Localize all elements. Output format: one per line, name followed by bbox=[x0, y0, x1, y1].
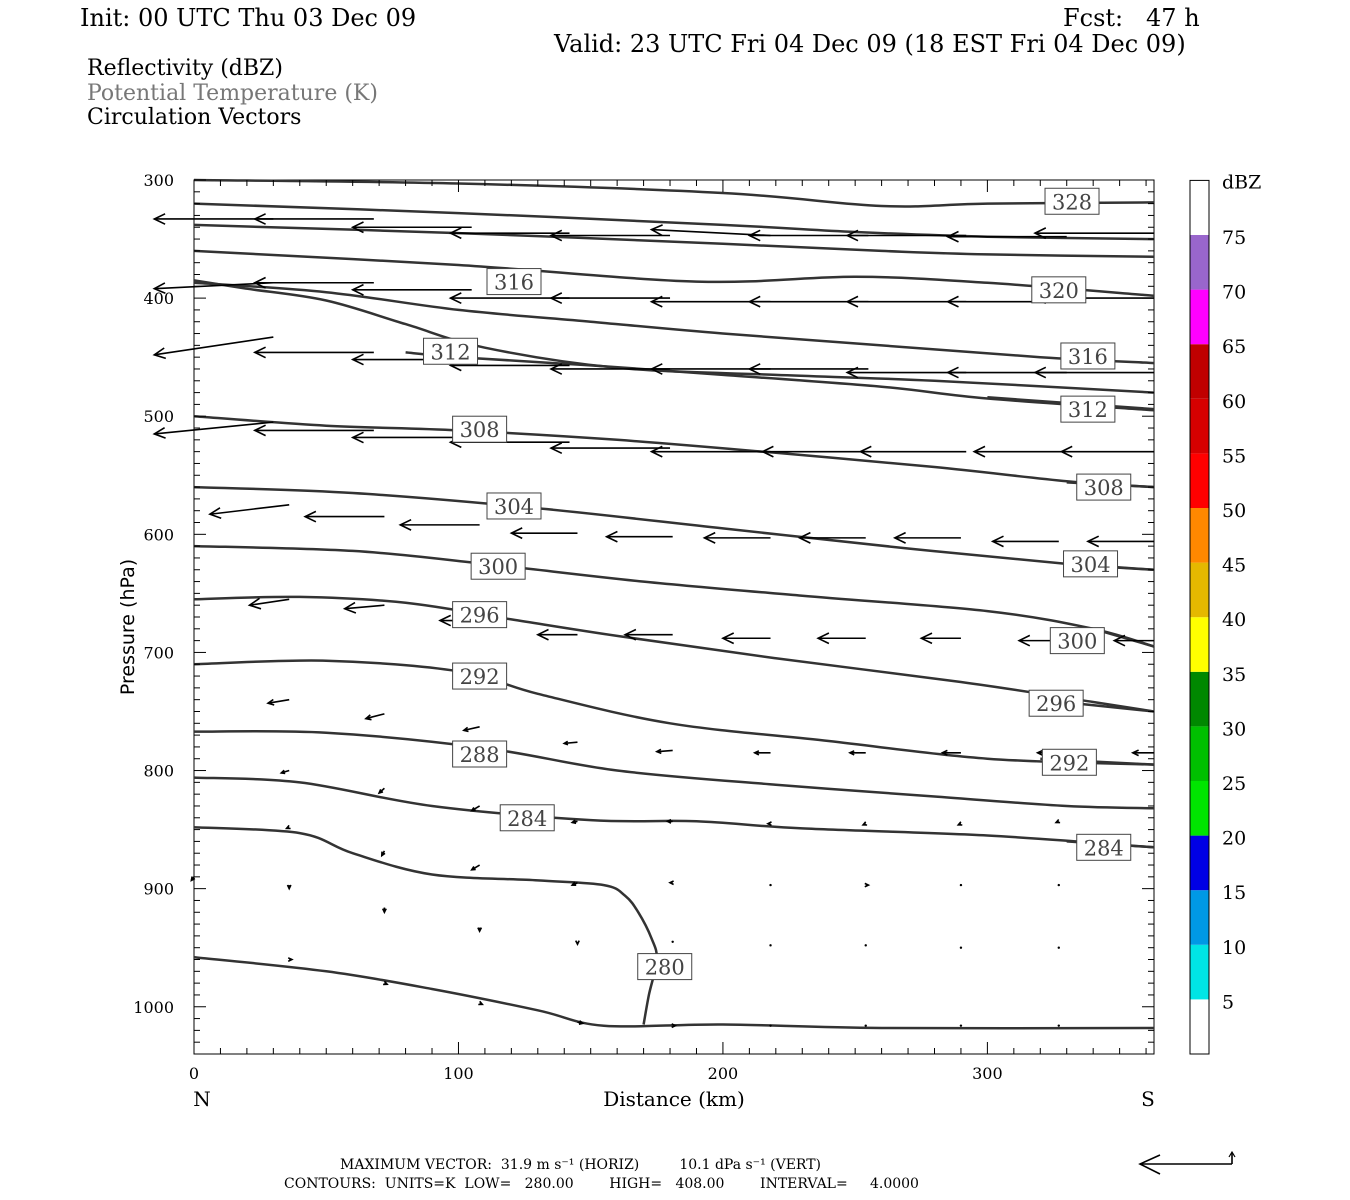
contour-label: 316 bbox=[1068, 345, 1108, 369]
colorbar-level-label: 30 bbox=[1222, 718, 1246, 740]
y-tick-label: 400 bbox=[143, 289, 174, 308]
colorbar-segment bbox=[1190, 781, 1209, 836]
colorbar-level-label: 70 bbox=[1222, 282, 1246, 304]
colorbar-level-label: 5 bbox=[1222, 991, 1234, 1013]
cross-section-chart: 3283203163163123123083083043043003002962… bbox=[0, 0, 1350, 1200]
colorbar-segment bbox=[1190, 290, 1209, 345]
max-vector-note: MAXIMUM VECTOR: 31.9 m s⁻¹ (HORIZ) 10.1 … bbox=[340, 1157, 821, 1173]
contour-label: 292 bbox=[460, 665, 500, 689]
contour-label: 288 bbox=[460, 743, 500, 767]
contour-label: 308 bbox=[460, 418, 500, 442]
y-tick-label: 1000 bbox=[133, 998, 174, 1017]
colorbar-level-label: 75 bbox=[1222, 227, 1246, 249]
vector-dot bbox=[865, 1024, 867, 1026]
x-tick-label: 300 bbox=[972, 1064, 1003, 1083]
colorbar-level-label: 55 bbox=[1222, 445, 1246, 467]
dbz-colorbar: 5 10 15 20 25 30 35 40 45 50 55 60 65 70 75 dBZ bbox=[1190, 171, 1261, 1054]
colorbar-segment bbox=[1190, 945, 1209, 1000]
contour-label: 328 bbox=[1052, 190, 1092, 214]
contour-label: 308 bbox=[1084, 476, 1124, 500]
colorbar-segment bbox=[1190, 672, 1209, 727]
colorbar-level-label: 40 bbox=[1222, 609, 1246, 631]
x-tick-label: 0 bbox=[189, 1064, 199, 1083]
y-tick-label: 800 bbox=[143, 762, 174, 781]
colorbar-segment bbox=[1190, 890, 1209, 945]
vector-dot bbox=[960, 947, 962, 949]
contour-label: 296 bbox=[460, 604, 500, 628]
contours-note: CONTOURS: UNITS=K LOW= 280.00 HIGH= 408.… bbox=[284, 1176, 919, 1192]
y-tick-label: 500 bbox=[143, 407, 174, 426]
x-tick-label: 200 bbox=[708, 1064, 739, 1083]
colorbar-title: dBZ bbox=[1222, 171, 1261, 193]
contour-label: 312 bbox=[1068, 398, 1108, 422]
vector-dot bbox=[1058, 884, 1060, 886]
colorbar-segment bbox=[1190, 344, 1209, 399]
contour-label: 304 bbox=[494, 495, 534, 519]
contour-label: 304 bbox=[1070, 553, 1110, 577]
contour-label: 320 bbox=[1039, 279, 1079, 303]
colorbar-level-label: 65 bbox=[1222, 336, 1246, 358]
colorbar-level-label: 20 bbox=[1222, 828, 1246, 850]
contour-label: 316 bbox=[494, 271, 534, 295]
colorbar-segment bbox=[1190, 999, 1209, 1054]
vector-dot bbox=[960, 884, 962, 886]
vector-dot bbox=[865, 944, 867, 946]
contour-label: 280 bbox=[645, 956, 685, 980]
colorbar-level-label: 50 bbox=[1222, 500, 1246, 522]
colorbar-segment bbox=[1190, 399, 1209, 454]
vector-dot bbox=[769, 1024, 771, 1026]
colorbar-segment bbox=[1190, 180, 1209, 235]
vector-dot bbox=[769, 884, 771, 886]
plot-frame bbox=[194, 180, 1154, 1054]
colorbar-level-label: 15 bbox=[1222, 882, 1246, 904]
contour-label: 300 bbox=[1057, 630, 1097, 654]
y-axis-label: Pressure (hPa) bbox=[117, 559, 139, 695]
reference-vector bbox=[1140, 1152, 1235, 1174]
plot-area bbox=[194, 180, 1154, 1054]
contour-label: 296 bbox=[1036, 692, 1076, 716]
colorbar-segment bbox=[1190, 726, 1209, 781]
colorbar-level-label: 45 bbox=[1222, 555, 1246, 577]
colorbar-level-label: 60 bbox=[1222, 391, 1246, 413]
contour-label: 300 bbox=[478, 555, 518, 579]
contour-label: 284 bbox=[507, 807, 547, 831]
vector-dot bbox=[671, 941, 673, 943]
colorbar-segment bbox=[1190, 617, 1209, 672]
colorbar-segment bbox=[1190, 836, 1209, 891]
x-end-label-south: S bbox=[1141, 1087, 1155, 1111]
y-tick-label: 700 bbox=[143, 643, 174, 662]
vector-dot bbox=[769, 944, 771, 946]
vector-dot bbox=[960, 1024, 962, 1026]
y-tick-label: 300 bbox=[143, 171, 174, 190]
contour-label: 284 bbox=[1084, 836, 1124, 860]
contour-label: 292 bbox=[1049, 751, 1089, 775]
colorbar-level-label: 35 bbox=[1222, 664, 1246, 686]
y-tick-label: 600 bbox=[143, 525, 174, 544]
colorbar-segment bbox=[1190, 508, 1209, 563]
y-tick-label: 900 bbox=[143, 880, 174, 899]
colorbar-segment bbox=[1190, 563, 1209, 618]
colorbar-segment bbox=[1190, 453, 1209, 508]
contour-label: 312 bbox=[430, 340, 470, 364]
x-tick-label: 100 bbox=[443, 1064, 474, 1083]
vector-dot bbox=[1058, 947, 1060, 949]
x-end-label-north: N bbox=[193, 1087, 211, 1111]
x-axis-label: Distance (km) bbox=[603, 1087, 745, 1111]
colorbar-segment bbox=[1190, 235, 1209, 290]
colorbar-level-label: 25 bbox=[1222, 773, 1246, 795]
vector-dot bbox=[1058, 1024, 1060, 1026]
colorbar-level-label: 10 bbox=[1222, 937, 1246, 959]
